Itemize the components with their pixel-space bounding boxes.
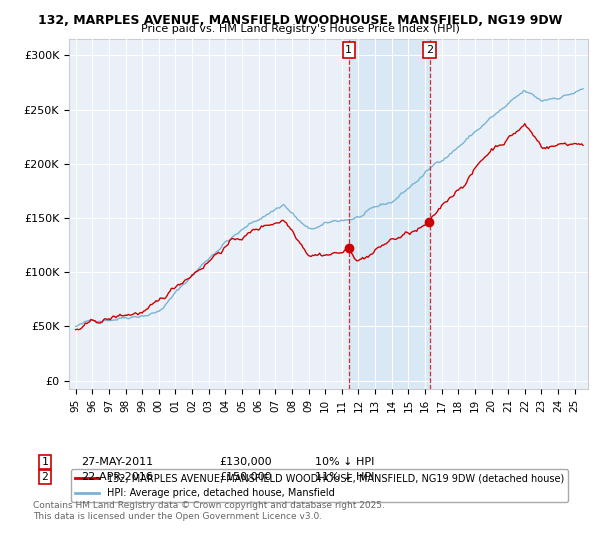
Text: Contains HM Land Registry data © Crown copyright and database right 2025.
This d: Contains HM Land Registry data © Crown c… xyxy=(33,501,385,521)
Text: 132, MARPLES AVENUE, MANSFIELD WOODHOUSE, MANSFIELD, NG19 9DW: 132, MARPLES AVENUE, MANSFIELD WOODHOUSE… xyxy=(38,14,562,27)
Legend: 132, MARPLES AVENUE, MANSFIELD WOODHOUSE, MANSFIELD, NG19 9DW (detached house), : 132, MARPLES AVENUE, MANSFIELD WOODHOUSE… xyxy=(71,469,568,502)
Bar xyxy=(349,39,430,389)
Text: 10% ↓ HPI: 10% ↓ HPI xyxy=(315,457,374,467)
Text: £130,000: £130,000 xyxy=(219,457,272,467)
Text: 11% ↓ HPI: 11% ↓ HPI xyxy=(315,472,374,482)
Text: 2: 2 xyxy=(41,472,49,482)
Text: 2: 2 xyxy=(426,45,433,55)
Text: 1: 1 xyxy=(345,45,352,55)
Text: Price paid vs. HM Land Registry's House Price Index (HPI): Price paid vs. HM Land Registry's House … xyxy=(140,24,460,34)
Text: 1: 1 xyxy=(41,457,49,467)
Text: £150,000: £150,000 xyxy=(219,472,272,482)
Text: 22-APR-2016: 22-APR-2016 xyxy=(81,472,153,482)
Text: 27-MAY-2011: 27-MAY-2011 xyxy=(81,457,153,467)
